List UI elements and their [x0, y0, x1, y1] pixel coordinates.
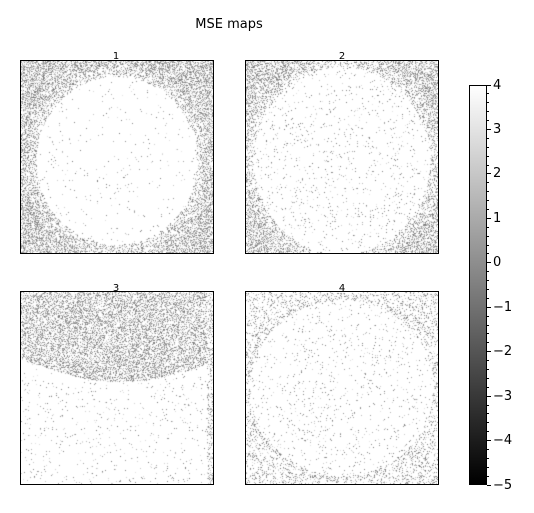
colorbar-minor-tick: [487, 235, 489, 237]
colorbar-tick: [487, 306, 491, 308]
colorbar-minor-tick: [487, 342, 489, 344]
colorbar-tick: [487, 217, 491, 219]
colorbar-tick-label: −5: [493, 477, 513, 493]
panel-title-2: 2: [338, 51, 346, 62]
panel-title-4: 4: [338, 283, 346, 294]
mse-map-4: [245, 291, 439, 485]
colorbar-minor-tick: [487, 93, 489, 95]
colorbar-minor-tick: [487, 448, 489, 450]
colorbar-minor-tick: [487, 368, 489, 370]
mse-map-3: [20, 291, 214, 485]
colorbar-minor-tick: [487, 315, 489, 317]
colorbar-tick: [487, 395, 491, 397]
colorbar-minor-tick: [487, 404, 489, 406]
colorbar-tick-label: 2: [493, 166, 502, 182]
mse-map-2: [245, 60, 439, 254]
colorbar-minor-tick: [487, 360, 489, 362]
colorbar-minor-tick: [487, 280, 489, 282]
colorbar-tick: [487, 84, 491, 86]
colorbar-minor-tick: [487, 244, 489, 246]
colorbar-minor-tick: [487, 164, 489, 166]
colorbar-minor-tick: [487, 271, 489, 273]
colorbar-minor-tick: [487, 226, 489, 228]
colorbar-minor-tick: [487, 120, 489, 122]
colorbar-tick: [487, 128, 491, 130]
colorbar-tick-label: 4: [493, 77, 502, 93]
colorbar-tick: [487, 484, 491, 486]
colorbar-tick: [487, 440, 491, 442]
colorbar-minor-tick: [487, 333, 489, 335]
colorbar-minor-tick: [487, 457, 489, 459]
colorbar-minor-tick: [487, 386, 489, 388]
colorbar-minor-tick: [487, 377, 489, 379]
colorbar-tick: [487, 262, 491, 264]
colorbar-minor-tick: [487, 413, 489, 415]
colorbar: [469, 85, 487, 485]
figure-title: MSE maps: [195, 17, 263, 32]
colorbar-minor-tick: [487, 111, 489, 113]
panel-title-3: 3: [112, 283, 120, 294]
colorbar-tick-label: −3: [493, 388, 513, 404]
colorbar-minor-tick: [487, 431, 489, 433]
colorbar-minor-tick: [487, 200, 489, 202]
colorbar-minor-tick: [487, 155, 489, 157]
colorbar-minor-tick: [487, 146, 489, 148]
colorbar-tick-label: −2: [493, 344, 513, 360]
colorbar-tick-label: 1: [493, 210, 502, 226]
colorbar-minor-tick: [487, 191, 489, 193]
colorbar-minor-tick: [487, 253, 489, 255]
colorbar-tick-label: 3: [493, 121, 502, 137]
mse-map-1: [20, 60, 214, 254]
colorbar-minor-tick: [487, 466, 489, 468]
colorbar-tick-label: 0: [493, 255, 502, 271]
colorbar-tick: [487, 173, 491, 175]
colorbar-minor-tick: [487, 102, 489, 104]
colorbar-minor-tick: [487, 297, 489, 299]
colorbar-minor-tick: [487, 208, 489, 210]
colorbar-minor-tick: [487, 475, 489, 477]
colorbar-minor-tick: [487, 182, 489, 184]
colorbar-minor-tick: [487, 137, 489, 139]
colorbar-tick-label: −1: [493, 299, 513, 315]
colorbar-minor-tick: [487, 288, 489, 290]
panel-title-1: 1: [112, 51, 120, 62]
colorbar-tick: [487, 351, 491, 353]
colorbar-minor-tick: [487, 422, 489, 424]
colorbar-tick-label: −4: [493, 433, 513, 449]
colorbar-minor-tick: [487, 324, 489, 326]
